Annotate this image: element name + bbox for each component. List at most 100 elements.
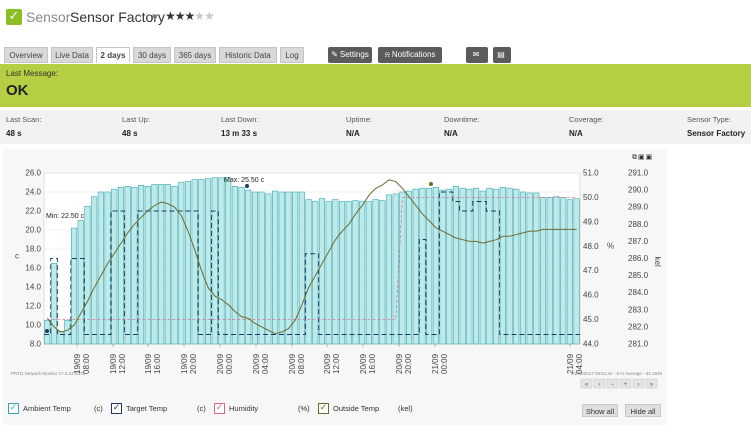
wrench-icon: ✎ bbox=[331, 50, 338, 59]
comments-button[interactable]: ✉ bbox=[466, 47, 488, 63]
info-downtime: Downtime: N/A bbox=[444, 115, 480, 138]
ambient-temp-bar bbox=[211, 177, 218, 345]
ambient-temp-bar bbox=[312, 201, 319, 345]
ambient-temp-bar bbox=[131, 186, 138, 345]
info-uptime: Uptime: N/A bbox=[346, 115, 372, 138]
graph-export-icons[interactable]: ⧉▣▣ bbox=[632, 153, 654, 161]
ambient-temp-bar bbox=[91, 196, 98, 345]
ambient-temp-bar bbox=[519, 191, 527, 345]
x-tick-label: 20/09 bbox=[323, 353, 332, 374]
x-tick-label: 20:00 bbox=[404, 353, 413, 374]
ambient-temp-bar bbox=[144, 185, 151, 345]
right-axis-label: kel bbox=[653, 257, 662, 267]
sensor-name[interactable]: Sensor Factory bbox=[70, 9, 165, 25]
graph-panel: ⧉▣▣ 26.0 24.0 22.0 20.0 18.0 16.0 14.0 12.0 10.0… bbox=[3, 149, 666, 425]
ambient-temp-bar bbox=[111, 188, 118, 345]
ambient-temp-bar bbox=[352, 200, 359, 345]
right-tick-label: 282.0 bbox=[628, 322, 649, 331]
ambient-temp-bar bbox=[265, 193, 272, 345]
graph-nav-button[interactable] bbox=[593, 378, 606, 389]
graph-nav-button[interactable] bbox=[645, 378, 658, 389]
settings-button[interactable]: ✎ Settings bbox=[328, 47, 372, 63]
star-icon[interactable]: ★ bbox=[194, 9, 205, 23]
ambient-temp-bar bbox=[292, 191, 299, 345]
ambient-temp-bar bbox=[372, 199, 379, 345]
star-icon[interactable]: ★ bbox=[204, 9, 215, 23]
ambient-temp-bar bbox=[205, 178, 212, 345]
graph-footer-right: 21/09/2017 09:51:34 - 5 m Average - 33.1… bbox=[571, 371, 662, 376]
outside-temp-line bbox=[46, 179, 577, 335]
ambient-temp-bar bbox=[191, 179, 198, 345]
star-icon[interactable]: ★ bbox=[165, 9, 176, 23]
star-icon[interactable]: ★ bbox=[184, 9, 196, 23]
hide-all-button[interactable]: Hide all bbox=[625, 404, 661, 417]
star-icon[interactable]: ★ bbox=[174, 9, 186, 23]
graph-nav-button[interactable] bbox=[606, 378, 619, 389]
ambient-temp-bar bbox=[426, 187, 433, 345]
mid-tick-label: 44.0 bbox=[583, 340, 599, 349]
tab-365-days[interactable]: 365 days bbox=[174, 47, 216, 63]
ambient-temp-bar bbox=[499, 186, 506, 345]
flag-icon[interactable]: ⚑ bbox=[151, 13, 159, 22]
target-temp-line bbox=[44, 191, 580, 335]
ambient-temp-bar bbox=[452, 185, 460, 345]
checkbox-icon[interactable]: ✓ bbox=[214, 403, 225, 414]
tab-30-days[interactable]: 30 days bbox=[133, 47, 171, 63]
checkbox-icon[interactable]: ✓ bbox=[111, 403, 122, 414]
details-button[interactable]: ▤ bbox=[493, 47, 511, 63]
x-tick-label: 20/09 bbox=[395, 353, 404, 374]
checkbox-icon[interactable]: ✓ bbox=[8, 403, 19, 414]
tab-live-data[interactable]: Live Data bbox=[51, 47, 93, 63]
x-tick-label: 08:00 bbox=[297, 353, 306, 374]
ambient-temp-bar bbox=[171, 185, 178, 345]
ambient-temp-bar bbox=[479, 190, 486, 345]
notifications-button[interactable]: ⍾ Notifications bbox=[378, 47, 442, 63]
mid-tick-label: 45.0 bbox=[583, 315, 599, 324]
left-tick-label: 12.0 bbox=[25, 302, 41, 311]
min-annotation: Min: 22.50 c bbox=[46, 213, 85, 220]
x-tick-label: 00:00 bbox=[225, 353, 234, 374]
ambient-temp-bar bbox=[138, 185, 145, 345]
right-tick-label: 281.0 bbox=[628, 340, 649, 349]
graph-nav-icon: › bbox=[638, 382, 640, 388]
x-tick-label: 04:00 bbox=[261, 353, 270, 374]
tab-2-days[interactable]: 2 days bbox=[96, 47, 130, 63]
info-last-down: Last Down: 13 m 33 s bbox=[221, 115, 259, 138]
mid-axis-label: % bbox=[607, 242, 614, 251]
mid-tick-label: 49.0 bbox=[583, 217, 599, 226]
ambient-temp-bar bbox=[298, 191, 305, 345]
tab-overview[interactable]: Overview bbox=[4, 47, 48, 63]
ambient-temp-bar bbox=[526, 192, 533, 345]
ambient-temp-bar bbox=[64, 319, 71, 345]
show-all-button[interactable]: Show all bbox=[582, 404, 618, 417]
right-tick-label: 286.0 bbox=[628, 254, 649, 263]
ambient-temp-bar bbox=[258, 191, 265, 345]
graph-nav-button[interactable] bbox=[632, 378, 645, 389]
ambient-temp-bar bbox=[533, 192, 540, 345]
sensor-header: ✓ Sensor Sensor Factory ⚑ ★★★★★ bbox=[0, 0, 751, 40]
ambient-temp-bar bbox=[338, 201, 346, 345]
ambient-temp-bar bbox=[332, 199, 339, 345]
sensor-type-label: Sensor bbox=[26, 9, 71, 25]
ambient-temp-bar bbox=[405, 190, 413, 345]
graph-nav-icon: + bbox=[624, 382, 628, 388]
ambient-temp-bar bbox=[365, 201, 372, 345]
tab-log[interactable]: Log bbox=[280, 47, 304, 63]
ambient-temp-bar bbox=[546, 197, 553, 345]
graph-nav-button[interactable] bbox=[619, 378, 632, 389]
priority-stars[interactable]: ★★★★★ bbox=[165, 9, 215, 23]
ambient-temp-bar bbox=[472, 187, 480, 345]
graph-nav-button[interactable] bbox=[580, 378, 593, 389]
graph-chart[interactable]: 26.0 24.0 22.0 20.0 18.0 16.0 14.0 12.0 10.0 8.0 c… bbox=[3, 149, 666, 394]
ambient-temp-bar bbox=[305, 199, 312, 345]
graph-nav-icon: » bbox=[650, 382, 654, 388]
x-tick-label: 04:00 bbox=[575, 353, 584, 374]
right-tick-label: 285.0 bbox=[628, 271, 649, 280]
ambient-temp-bar bbox=[117, 186, 124, 345]
humidity-line bbox=[47, 197, 577, 320]
ambient-temp-bar bbox=[379, 200, 386, 345]
checkbox-icon[interactable]: ✓ bbox=[318, 403, 329, 414]
ambient-temp-bar bbox=[50, 262, 58, 345]
graph-nav-icon: « bbox=[585, 382, 589, 388]
tab-historic-data[interactable]: Historic Data bbox=[219, 47, 277, 63]
